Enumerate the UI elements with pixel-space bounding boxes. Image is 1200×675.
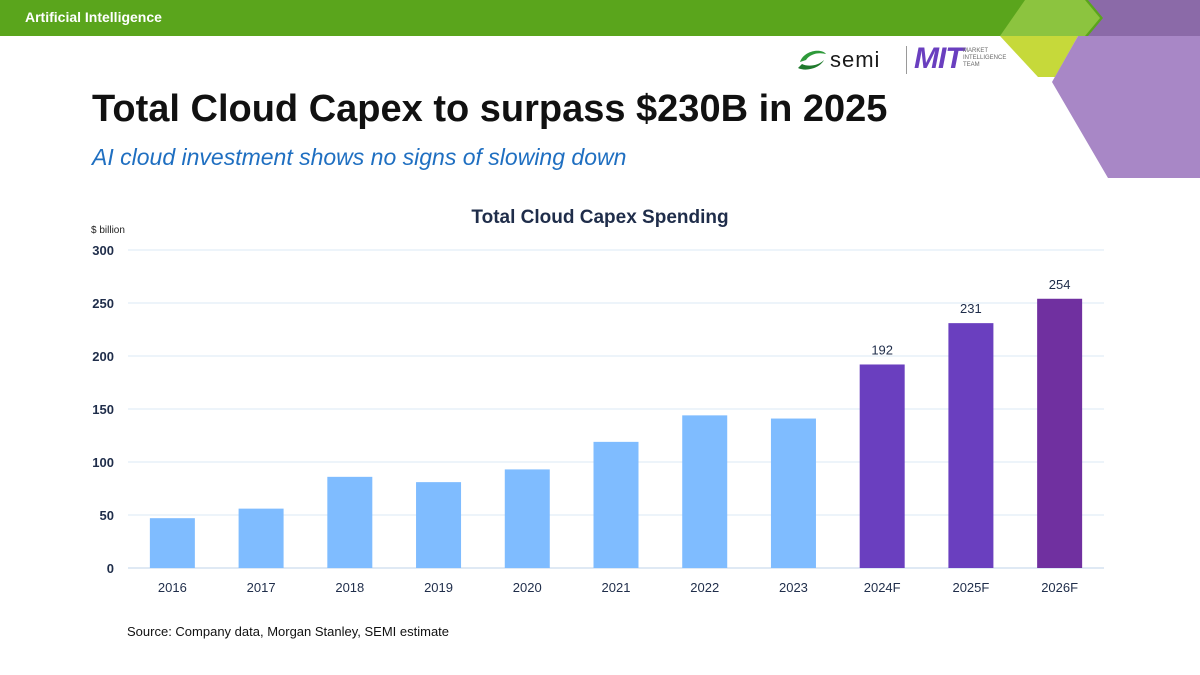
bar	[1037, 298, 1083, 568]
y-tick-label: 300	[92, 243, 114, 258]
semi-swoosh-icon	[798, 50, 826, 70]
x-tick-label: 2023	[779, 580, 808, 595]
y-tick-label: 150	[92, 402, 114, 417]
deco-light-green-hex	[1000, 0, 1100, 36]
mit-logo-text: MIT	[914, 42, 964, 75]
logo-divider	[906, 46, 907, 74]
x-tick-label: 2021	[602, 580, 631, 595]
bar	[859, 364, 905, 568]
top-banner: Artificial Intelligence	[0, 0, 1200, 36]
x-tick-label: 2016	[158, 580, 187, 595]
mit-subtitle-line: INTELLIGENCE	[963, 55, 1007, 61]
y-tick-label: 50	[100, 508, 114, 523]
logo-area: semi MIT MARKET INTELLIGENCE TEAM	[796, 42, 1026, 78]
data-label: 231	[960, 301, 982, 316]
section-label: Artificial Intelligence	[25, 9, 162, 25]
x-tick-label: 2026F	[1041, 580, 1078, 595]
y-tick-label: 200	[92, 349, 114, 364]
deco-lime-hex	[1000, 36, 1078, 77]
bar	[593, 441, 639, 568]
x-tick-label: 2024F	[864, 580, 901, 595]
x-tick-label: 2019	[424, 580, 453, 595]
bar	[682, 415, 728, 568]
data-label: 254	[1049, 277, 1071, 292]
x-tick-label: 2025F	[952, 580, 989, 595]
deco-purple-hex	[1052, 36, 1200, 178]
bar	[149, 518, 195, 568]
data-label: 192	[871, 342, 893, 357]
y-tick-label: 100	[92, 455, 114, 470]
bar	[416, 482, 462, 568]
y-axis-unit-label: $ billion	[91, 225, 125, 236]
slide-subtitle: AI cloud investment shows no signs of sl…	[92, 144, 627, 170]
bar	[238, 508, 284, 568]
corner-decoration	[1000, 0, 1200, 178]
bar	[327, 476, 373, 568]
x-tick-label: 2022	[690, 580, 719, 595]
y-tick-label: 0	[107, 561, 114, 576]
slide-title: Total Cloud Capex to surpass $230B in 20…	[92, 88, 888, 130]
semi-logo-text: semi	[830, 47, 881, 72]
x-tick-label: 2020	[513, 580, 542, 595]
x-tick-label: 2017	[247, 580, 276, 595]
mit-logo-subtitle: MARKET INTELLIGENCE TEAM	[963, 48, 1006, 69]
bar	[770, 418, 816, 568]
source-note: Source: Company data, Morgan Stanley, SE…	[127, 624, 450, 639]
x-tick-label: 2018	[335, 580, 364, 595]
bar	[504, 469, 550, 568]
mit-subtitle-line: TEAM	[963, 62, 980, 68]
y-tick-label: 250	[92, 296, 114, 311]
deco-dark-purple-hex	[1088, 0, 1200, 36]
chart-title: Total Cloud Capex Spending	[471, 207, 729, 228]
mit-subtitle-line: MARKET	[963, 48, 989, 54]
bar	[948, 323, 994, 568]
